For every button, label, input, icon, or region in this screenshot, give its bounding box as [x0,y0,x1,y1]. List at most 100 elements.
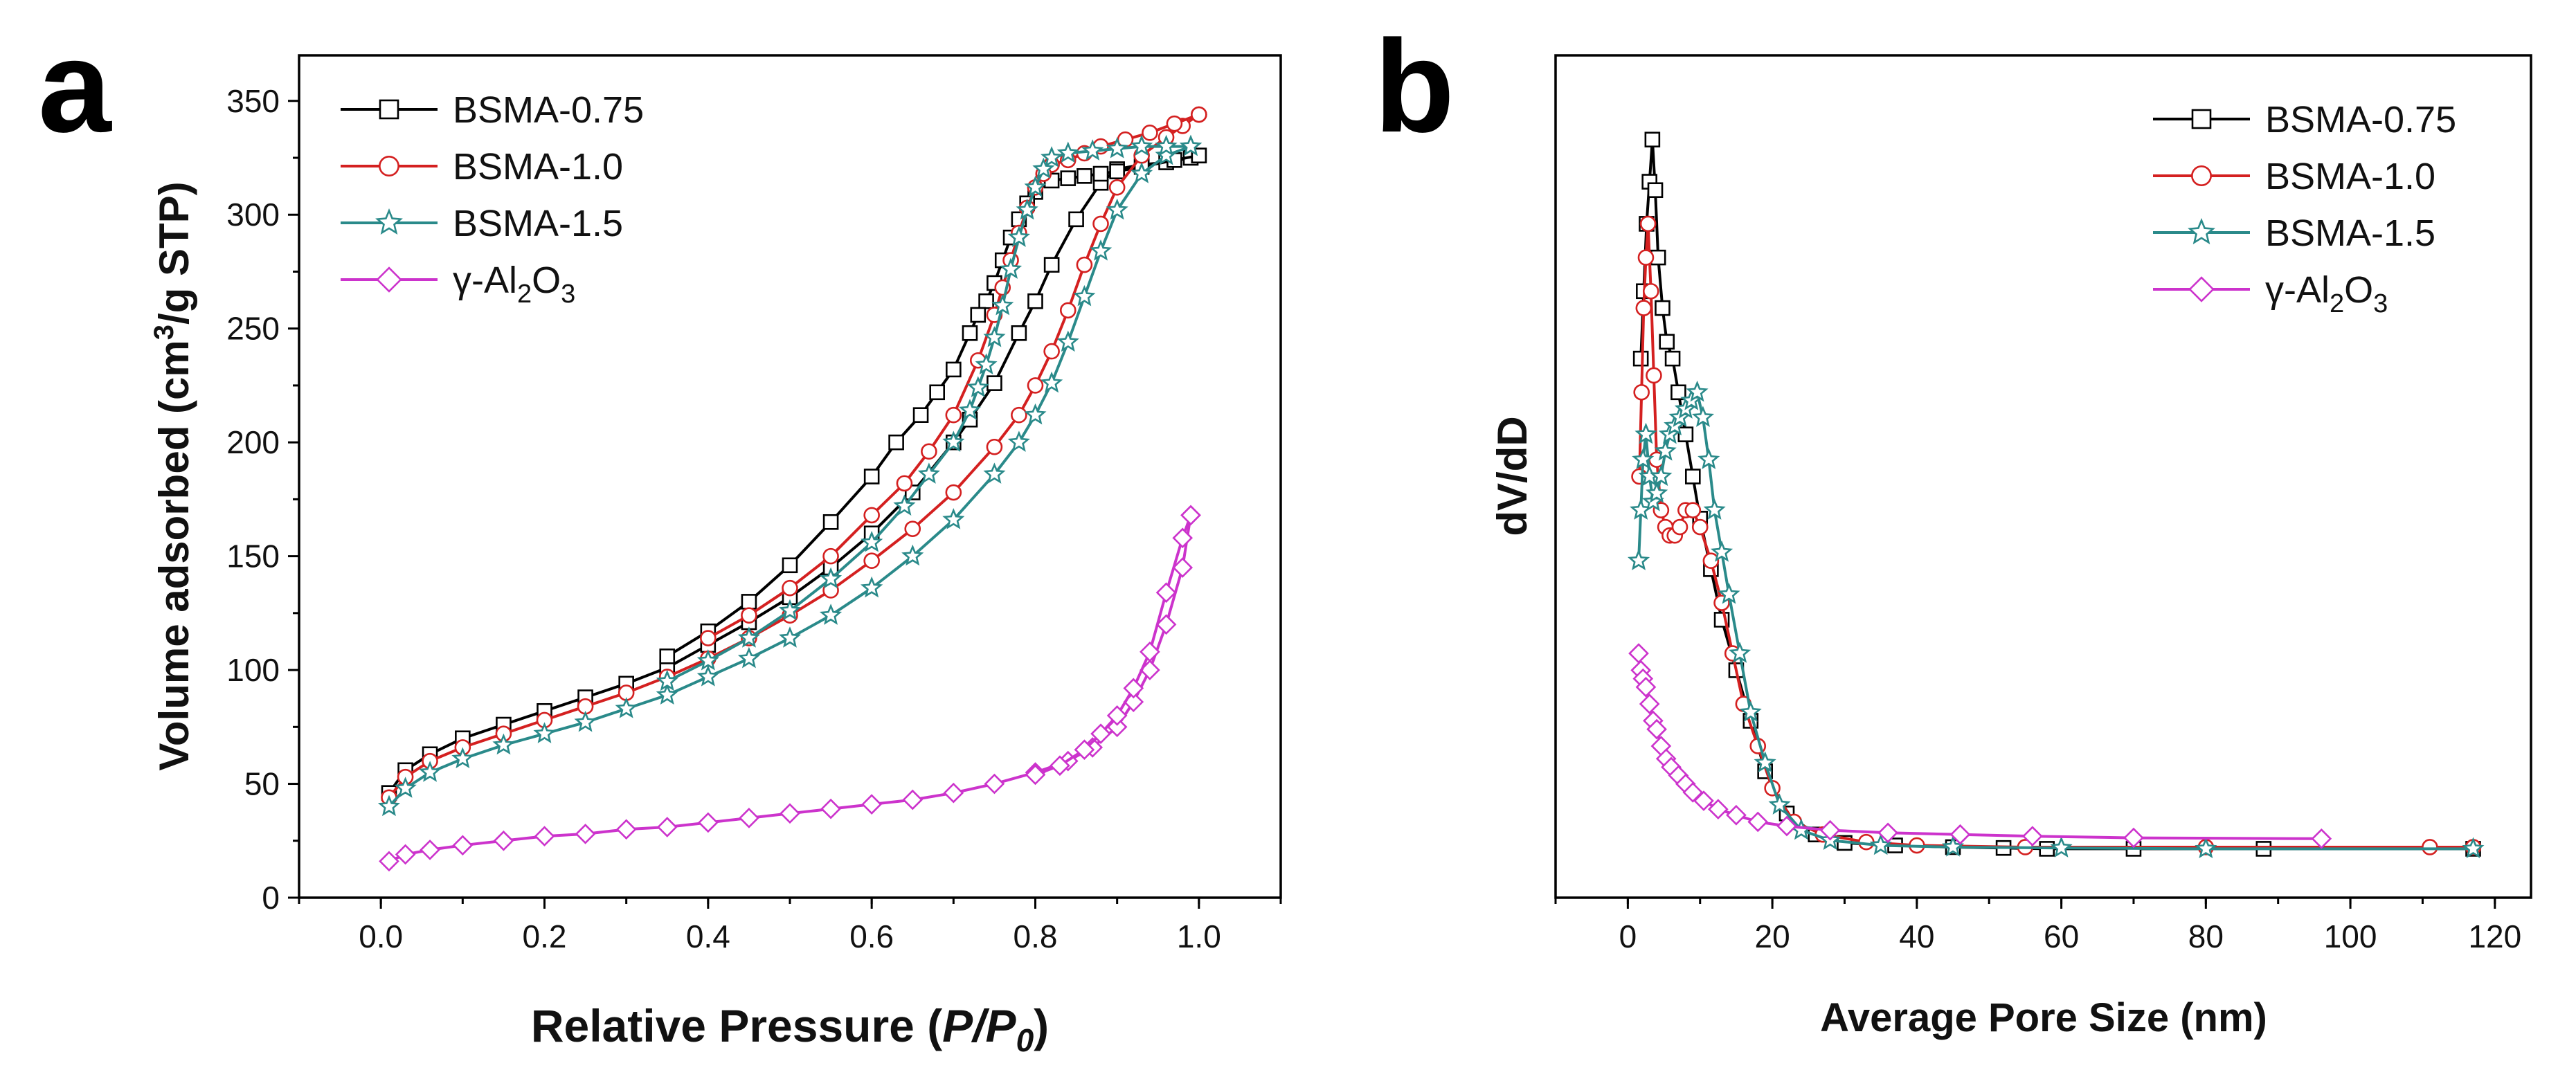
panel-b-legend-item-bsma-1-0: BSMA-1.0 [2153,156,2435,197]
panel-a-point-al2o3 [1074,739,1095,761]
panel-a-y-tick-label: 0 [262,880,280,916]
panel-a-legend-label: γ-Al2O3 [453,260,575,309]
panel-a-legend: BSMA-0.75 BSMA-1.0 BSMA-1.5 γ-Al2O3 [341,89,644,309]
panel-a-point-bsma-0-75 [987,375,1002,391]
panel-a-point-bsma-0-75 [912,407,929,423]
panel-a-point-bsma-0-75 [946,361,962,378]
panel-b-point-al2o3 [2022,826,2043,846]
panel-a-point-bsma-1-0 [945,484,962,501]
panel-a-y-tick-label: 150 [226,538,280,574]
panel-a-point-al2o3 [656,817,678,837]
panel-a-y-tick-label: 100 [226,652,280,688]
panel-a-point-bsma-1-0 [904,520,921,537]
panel-a-y-tick-label: 350 [226,83,280,119]
panel-b-point-bsma-0-75 [1685,469,1701,484]
panel-b-point-bsma-1-0 [1633,383,1650,401]
panel-a-point-bsma-1-5 [696,649,719,671]
panel-a-point-bsma-1-5 [418,761,442,782]
panel-a-series-al2o3 [379,505,1201,872]
panel-a-point-bsma-1-5 [1106,198,1128,220]
panel-b-point-al2o3 [1949,824,1971,845]
panel-a-y-tick-label: 250 [226,311,280,347]
panel-a-point-al2o3 [1172,557,1194,578]
panel-a-point-bsma-1-5 [1155,143,1178,165]
panel-a-point-bsma-1-5 [983,326,1006,347]
panel-a-point-bsma-1-5 [966,376,989,397]
panel-a-point-al2o3 [1025,764,1046,786]
panel-b-series-al2o3 [1628,643,2332,849]
panel-a-point-bsma-1-5 [975,353,998,375]
panel-a-point-bsma-1-5 [1131,162,1153,183]
panel-b-point-bsma-1-5 [1650,464,1673,487]
panel-b-point-bsma-1-0 [1635,300,1652,316]
panel-b-x-tick-label: 120 [2468,918,2521,954]
panel-b-x-tick-label: 100 [2324,918,2377,954]
panel-a-point-bsma-0-75 [822,514,839,530]
panel-a-point-bsma-1-0 [1011,406,1027,424]
panel-a-point-al2o3 [739,808,759,828]
panel-b-x-axis: 0 20 40 60 80 100 120 [1554,898,2521,954]
panel-a-point-bsma-1-5 [394,777,417,798]
panel-a-point-bsma-1-0 [822,547,839,565]
panel-b-x-tick-label: 80 [2188,918,2224,954]
panel-a-point-al2o3 [1155,582,1177,604]
panel-b-point-al2o3 [1877,822,1898,844]
panel-a-point-bsma-0-75 [1060,170,1077,186]
panel-a-x-tick-label: 0.6 [849,918,894,954]
panel-b-point-bsma-1-5 [1703,498,1726,520]
panel-a-point-bsma-1-5 [1016,198,1038,220]
panel-b-point-bsma-1-5 [2195,837,2217,859]
panel-a-point-bsma-1-5 [1155,134,1178,156]
panel-a-point-bsma-1-5 [901,544,924,566]
panel-a-point-al2o3 [534,826,555,847]
panel-a-point-bsma-1-0 [1142,125,1158,141]
panel-b-point-bsma-1-5 [1634,422,1657,444]
panel-a-x-tick-label: 0.2 [523,918,567,954]
panel-a-point-bsma-1-5 [1032,157,1055,179]
panel-b-point-bsma-1-5 [1729,642,1751,663]
panel-a-point-bsma-1-5 [1106,137,1128,158]
panel-a-point-bsma-1-5 [615,697,638,718]
panel-a-y-tick-label: 200 [226,424,280,460]
panel-b-point-al2o3 [2123,827,2144,849]
panel-a-point-bsma-0-75 [659,649,676,664]
panel-a-point-bsma-1-5 [574,710,597,732]
panel-a-point-bsma-1-5 [492,733,515,755]
panel-b-legend-item-bsma-0-75: BSMA-0.75 [2153,99,2456,140]
panel-a-y-tick-label: 50 [244,766,280,802]
panel-a-point-bsma-1-5 [917,462,940,484]
panel-b-point-al2o3 [1776,815,1797,837]
panel-a-point-bsma-0-75 [1092,165,1109,182]
panel-a-point-al2o3 [1123,678,1144,699]
panel-a-point-bsma-0-75 [1027,293,1043,309]
panel-b-point-bsma-1-5 [1754,751,1776,772]
panel-b-legend-marker [2191,165,2212,186]
panel-b-point-bsma-1-0 [1646,367,1662,384]
panel-a-point-bsma-1-0 [945,406,962,424]
panel-b-point-al2o3 [1639,693,1660,714]
panel-a-point-bsma-1-0 [700,630,717,646]
panel-b-point-bsma-1-0 [1637,249,1655,266]
panel-a-point-bsma-1-5 [1089,239,1113,261]
panel-b-x-tick-label: 20 [1755,918,1790,954]
panel-a-legend-label: BSMA-1.5 [453,203,623,244]
panel-a-point-al2o3 [1172,527,1194,549]
panel-a-point-bsma-0-75 [782,557,798,574]
panel-b-point-bsma-1-0 [1702,552,1720,570]
panel-b-legend-label: BSMA-1.0 [2265,156,2435,197]
panel-a-point-al2o3 [493,830,514,851]
panel-b-legend-marker [2191,109,2212,129]
panel-a-point-bsma-0-75 [863,469,880,484]
panel-b-point-bsma-0-75 [1632,350,1649,367]
panel-b-legend-marker [2188,276,2215,302]
panel-a-point-bsma-0-75 [888,434,904,451]
panel-b-point-al2o3 [1747,811,1769,833]
panel-a-point-al2o3 [902,789,924,810]
panel-a-series-group [377,106,1207,872]
panel-b-pore-size-chart: b 0 20 40 60 80 100 120 Average Pore Size (nm)… [1374,13,2532,1040]
panel-a-point-bsma-1-5 [656,683,678,705]
panel-a-point-bsma-1-0 [863,552,880,570]
panel-b-point-al2o3 [2311,828,2332,849]
panel-a-point-bsma-1-5 [958,399,982,420]
panel-b-y-axis-title: dV/dD [1489,416,1535,536]
